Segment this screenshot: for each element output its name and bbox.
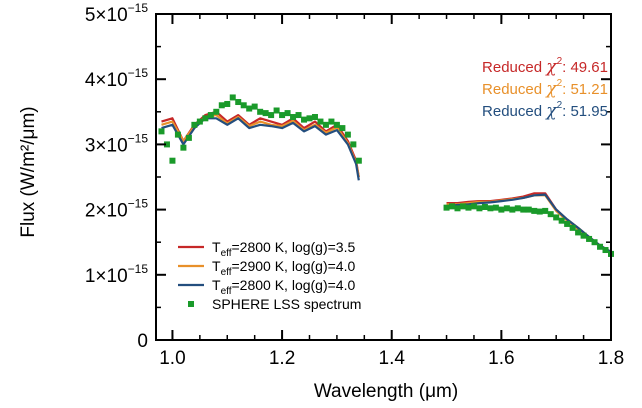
- chi-square-annotation: Reduced χ2: 51.95: [482, 100, 608, 121]
- data-point: [284, 110, 291, 117]
- x-axis: 1.0 1.2 1.4 1.6 1.8: [159, 14, 624, 369]
- data-point: [262, 110, 269, 117]
- data-point: [487, 205, 494, 212]
- data-point: [235, 99, 242, 106]
- data-point: [465, 204, 472, 211]
- legend-entry: SPHERE LSS spectrum: [212, 296, 361, 312]
- data-point: [207, 112, 214, 119]
- data-point: [339, 125, 346, 132]
- y-tick-label: 4×10−15: [85, 66, 148, 91]
- legend-entry: Teff=2900 K, log(g)=4.0: [212, 258, 355, 278]
- data-point: [498, 206, 505, 213]
- data-point: [514, 205, 521, 212]
- data-point: [476, 205, 483, 212]
- data-point: [509, 206, 516, 213]
- data-point: [333, 121, 340, 128]
- legend-entry: Teff=2800 K, log(g)=4.0: [212, 277, 355, 297]
- data-point: [311, 114, 318, 121]
- data-point: [273, 107, 280, 114]
- data-point: [301, 116, 308, 123]
- data-point: [224, 100, 231, 107]
- data-point: [575, 229, 582, 236]
- data-point: [586, 235, 593, 242]
- data-point: [449, 203, 456, 210]
- y-tick-label: 5×10−15: [85, 1, 148, 26]
- data-point: [240, 102, 247, 109]
- data-point: [279, 112, 286, 119]
- data-point: [443, 204, 450, 211]
- data-point: [174, 131, 181, 138]
- data-point: [459, 203, 466, 210]
- y-tick-label: 3×10−15: [85, 131, 148, 156]
- data-point: [558, 217, 565, 224]
- y-axis: 0 1×10−15 2×10−15 3×10−15 4×10−15 5×10−15: [85, 1, 611, 352]
- data-point: [597, 243, 604, 250]
- data-point: [553, 214, 560, 221]
- y-axis-label: Flux (W/m²/μm): [18, 106, 39, 237]
- data-point: [163, 141, 170, 148]
- data-point: [536, 208, 543, 215]
- data-point: [169, 157, 176, 164]
- data-point: [602, 247, 609, 254]
- x-tick-label: 1.8: [598, 348, 624, 369]
- data-point: [580, 232, 587, 239]
- y-tick-label: 2×10−15: [85, 197, 148, 222]
- data-point: [564, 220, 571, 227]
- x-tick-label: 1.2: [269, 348, 295, 369]
- data-point: [158, 128, 165, 135]
- data-point: [322, 121, 329, 128]
- data-point: [328, 118, 335, 125]
- data-point: [290, 114, 297, 121]
- data-point: [454, 205, 461, 212]
- data-point: [481, 203, 488, 210]
- data-point: [344, 131, 351, 138]
- legend-entry: Teff=2800 K, log(g)=3.5: [212, 239, 355, 259]
- x-tick-label: 1.4: [379, 348, 406, 369]
- data-point: [180, 144, 187, 151]
- data-point: [520, 206, 527, 213]
- data-point: [525, 206, 532, 213]
- data-point: [492, 204, 499, 211]
- data-point: [213, 108, 220, 115]
- x-tick-label: 1.0: [159, 348, 185, 369]
- data-point: [191, 121, 198, 128]
- data-point: [355, 157, 362, 164]
- plot-area: [158, 94, 614, 257]
- data-point: [531, 207, 538, 214]
- data-point: [547, 211, 554, 218]
- x-axis-label: Wavelength (μm): [314, 381, 458, 402]
- series-2-line-segment-0: [161, 117, 360, 181]
- data-point: [542, 207, 549, 214]
- y-tick-label: 1×10−15: [85, 262, 148, 287]
- data-point: [306, 115, 313, 122]
- data-point: [268, 112, 275, 119]
- data-point: [350, 141, 357, 148]
- data-point: [196, 118, 203, 125]
- data-point: [202, 115, 209, 122]
- data-point: [229, 94, 236, 101]
- legend-swatch: [188, 301, 194, 307]
- data-point: [251, 103, 258, 110]
- chi-square-annotation: Reduced χ2: 49.61: [482, 56, 608, 77]
- x-tick-label: 1.6: [488, 348, 514, 369]
- data-point: [569, 224, 576, 231]
- data-point: [591, 239, 598, 246]
- data-point: [185, 134, 192, 141]
- data-point: [470, 203, 477, 210]
- data-point: [295, 112, 302, 119]
- data-point: [246, 105, 253, 112]
- chi-square-annotation: Reduced χ2: 51.21: [482, 78, 608, 99]
- series-2-line-segment-1: [446, 193, 612, 253]
- y-tick-label: 0: [137, 331, 148, 352]
- data-point: [218, 102, 225, 109]
- data-point: [317, 118, 324, 125]
- data-point: [257, 108, 264, 115]
- data-point: [503, 205, 510, 212]
